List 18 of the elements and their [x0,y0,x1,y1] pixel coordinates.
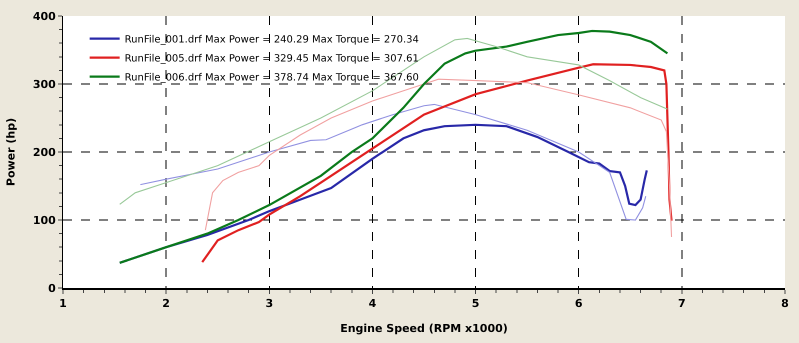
line-series [201,63,673,264]
line-series [118,30,669,264]
y-tick-label: 0 [48,282,56,295]
y-tick-label: 100 [32,214,56,227]
y-tick-label: 300 [32,78,56,91]
x-tick-label: 6 [574,297,583,310]
x-tick-label: 7 [678,297,686,310]
x-tick-label: 1 [59,297,67,310]
line-series [140,104,646,221]
x-tick-label: 2 [162,297,170,310]
x-axis-title: Engine Speed (RPM x1000) [340,322,508,335]
x-tick-label: 3 [265,297,274,310]
y-tick-label: 200 [32,146,56,159]
x-tick-label: 4 [368,297,377,310]
y-axis-title: Power (hp) [4,118,18,186]
x-tick-label: 5 [472,297,480,310]
y-tick-label: 400 [32,10,56,23]
x-tick-label: 8 [781,297,789,310]
